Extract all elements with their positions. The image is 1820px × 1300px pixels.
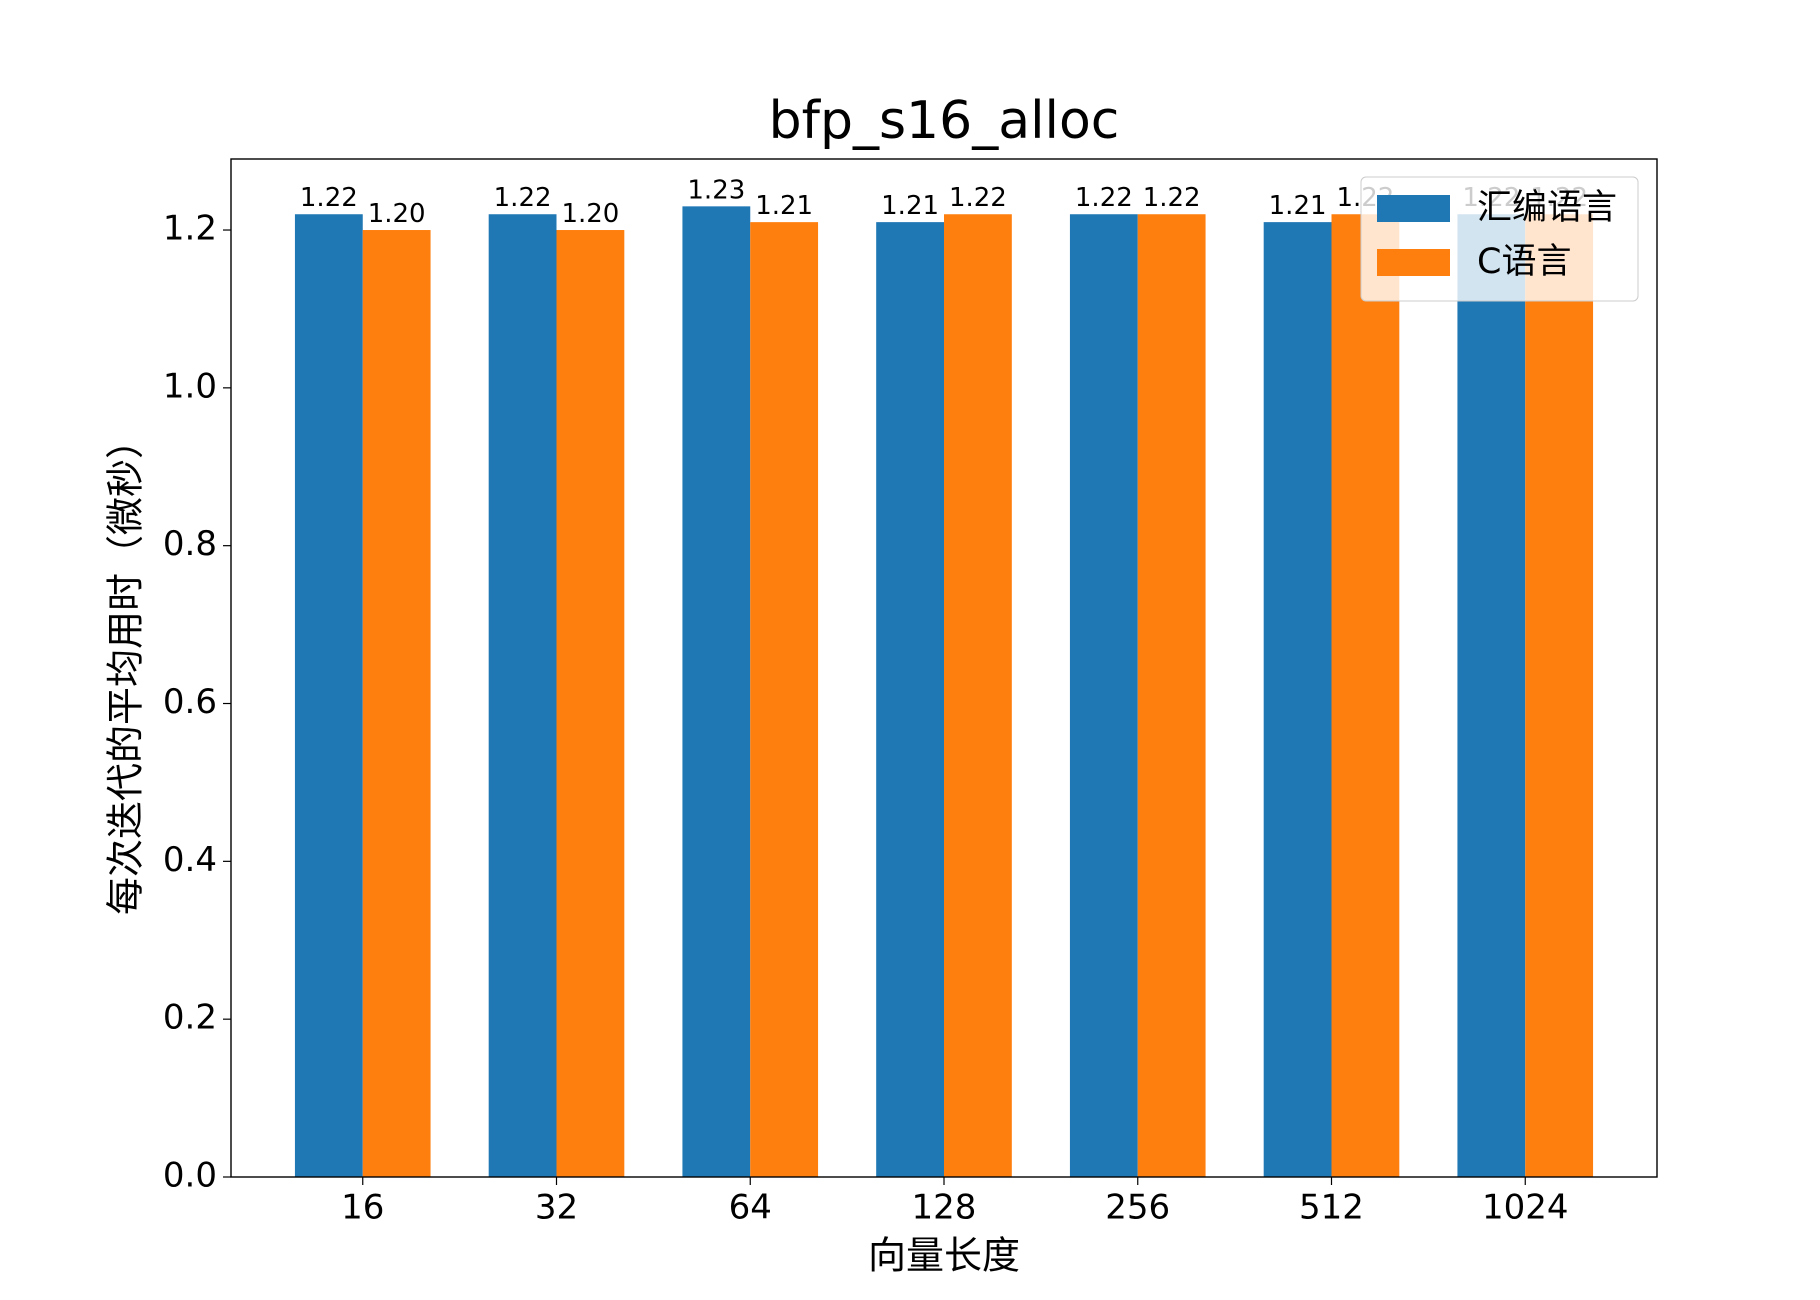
value-label: 1.21 — [1269, 191, 1327, 221]
value-label: 1.22 — [494, 183, 552, 213]
x-axis-label: 向量长度 — [868, 1234, 1020, 1278]
y-tick-label: 1.2 — [163, 209, 217, 249]
x-tick-label: 1024 — [1482, 1188, 1569, 1228]
legend-swatch — [1377, 249, 1450, 276]
legend-swatch — [1377, 195, 1450, 222]
x-tick-label: 128 — [912, 1188, 977, 1228]
value-label: 1.23 — [687, 175, 745, 205]
value-label: 1.21 — [755, 191, 813, 221]
bar — [556, 230, 625, 1177]
bar — [1331, 214, 1400, 1178]
value-label: 1.22 — [1075, 183, 1133, 213]
value-label: 1.22 — [949, 183, 1007, 213]
bar — [294, 214, 363, 1178]
legend-label: C语言 — [1477, 242, 1571, 282]
bar — [1137, 214, 1206, 1178]
bar — [876, 222, 944, 1178]
y-tick-label: 0.4 — [163, 840, 217, 880]
value-label: 1.20 — [368, 199, 426, 229]
bar — [750, 222, 819, 1178]
value-label: 1.20 — [561, 199, 619, 229]
x-tick-label: 64 — [729, 1188, 772, 1228]
legend-label: 汇编语言 — [1477, 188, 1617, 228]
bar — [1263, 222, 1332, 1178]
y-axis-label: 每次迭代的平均用时（微秒） — [104, 421, 148, 915]
y-tick-label: 0.6 — [163, 682, 217, 722]
value-label: 1.21 — [881, 191, 939, 221]
x-tick-label: 16 — [341, 1188, 384, 1228]
y-tick-label: 1.0 — [163, 366, 217, 406]
chart-title: bfp_s16_alloc — [769, 91, 1120, 151]
bar — [488, 214, 557, 1178]
legend: 汇编语言 C语言 — [1360, 176, 1639, 302]
value-label: 1.22 — [300, 183, 358, 213]
bar — [362, 230, 431, 1177]
bar — [944, 214, 1012, 1178]
x-tick-label: 256 — [1105, 1188, 1170, 1228]
x-tick-label: 32 — [535, 1188, 578, 1228]
plot-frame — [230, 158, 1658, 1178]
bar — [1069, 214, 1138, 1178]
value-label: 1.22 — [1143, 183, 1201, 213]
y-tick-label: 0.2 — [163, 998, 217, 1038]
y-tick-label: 0.8 — [163, 524, 217, 564]
bar — [1457, 214, 1526, 1178]
bar — [1525, 214, 1594, 1178]
x-tick-label: 512 — [1299, 1188, 1364, 1228]
bar — [682, 206, 751, 1178]
y-tick-label: 0.0 — [163, 1156, 217, 1196]
